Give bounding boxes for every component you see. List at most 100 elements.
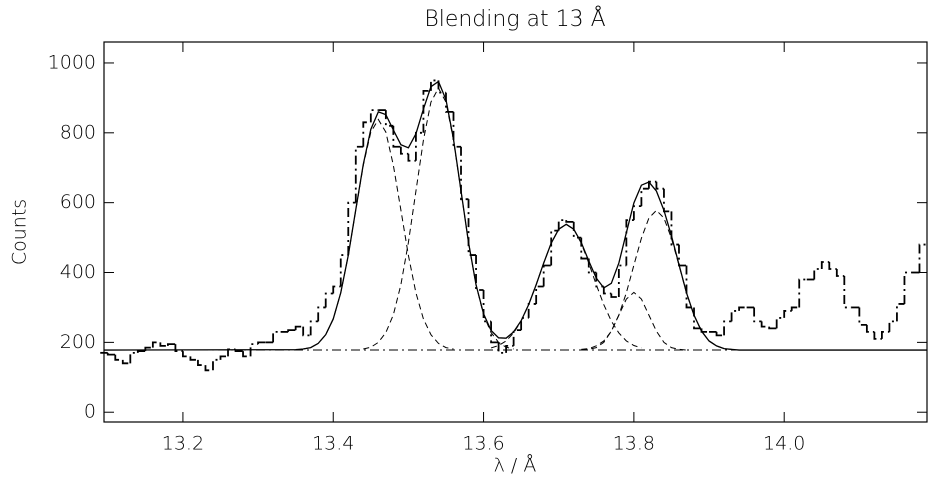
histogram-step: [505, 344, 514, 353]
histogram-step: [760, 321, 770, 328]
histogram-step: [783, 310, 792, 318]
histogram-step: [272, 330, 281, 343]
histogram-step: [490, 321, 499, 344]
histogram-step: [527, 303, 537, 318]
histogram-step: [858, 307, 867, 326]
histogram-step: [775, 317, 785, 329]
histogram-step: [189, 356, 198, 361]
x-axis-label: λ / Å: [494, 454, 537, 477]
histogram-step: [174, 344, 183, 352]
histogram-step: [354, 145, 364, 203]
histogram-step: [632, 205, 642, 221]
histogram-step: [347, 201, 356, 256]
histogram-step: [422, 89, 431, 133]
histogram-step: [332, 285, 341, 294]
histogram-step: [136, 350, 146, 353]
histogram-step: [106, 352, 116, 356]
histogram-step: [287, 329, 296, 332]
histogram-step: [550, 229, 559, 266]
histogram-step: [249, 343, 259, 357]
histogram-step: [903, 271, 912, 304]
histogram-step: [557, 219, 567, 231]
histogram-step: [835, 269, 845, 277]
histogram-step: [294, 325, 304, 331]
histogram-step: [678, 244, 687, 267]
histogram-step: [182, 351, 191, 358]
histogram-step: [881, 330, 890, 339]
chart-title: Blending at 13 Å: [424, 6, 605, 32]
histogram-step: [317, 306, 326, 322]
y-tick-label: 200: [60, 331, 96, 353]
histogram-step: [565, 220, 574, 223]
histogram-step: [399, 146, 409, 155]
histogram-step: [460, 146, 469, 201]
histogram-step: [151, 341, 161, 348]
y-tick-label: 800: [60, 121, 96, 143]
histogram-step: [324, 292, 334, 308]
component-curve: [490, 223, 642, 349]
histogram-step: [535, 285, 544, 304]
histogram-step: [918, 243, 927, 273]
histogram-step: [602, 286, 612, 295]
plot-frame: [103, 41, 928, 423]
histogram-step: [617, 264, 627, 297]
histogram-step: [610, 293, 619, 298]
y-axis-label: Counts: [9, 199, 31, 265]
histogram-step: [452, 111, 462, 148]
histogram-step: [587, 258, 597, 274]
histogram-step: [257, 341, 266, 345]
y-tick-label: 400: [60, 261, 96, 283]
histogram-step: [723, 320, 732, 336]
histogram-step: [813, 268, 822, 280]
x-tick-label: 14.0: [763, 433, 805, 455]
histogram-step: [873, 331, 882, 340]
histogram-step: [768, 326, 777, 330]
histogram-step: [302, 326, 311, 337]
histogram-step: [369, 109, 379, 123]
histogram-step: [663, 188, 672, 213]
x-tick-label: 13.2: [162, 433, 204, 455]
component-curve: [581, 209, 732, 350]
histogram-step: [715, 331, 725, 337]
histogram-step: [625, 219, 634, 266]
histogram-step: [309, 320, 319, 336]
component-curve: [303, 118, 454, 350]
histogram-step: [640, 187, 649, 207]
histogram-step: [580, 237, 589, 260]
histogram-step: [392, 125, 401, 148]
histogram-step: [242, 351, 251, 358]
histogram-step: [685, 265, 695, 309]
histogram-step: [219, 355, 229, 360]
histogram-step: [655, 181, 664, 190]
histogram-step: [520, 317, 529, 331]
histogram-step: [497, 342, 507, 354]
histogram-step: [204, 365, 213, 372]
y-tick-label: 600: [60, 191, 96, 213]
histogram-step: [542, 264, 552, 287]
fit-curve: [103, 80, 927, 351]
histogram-step: [475, 255, 484, 291]
histogram-step: [730, 310, 740, 322]
histogram-step: [843, 276, 852, 309]
component-curve: [363, 87, 514, 350]
histogram-step: [362, 121, 371, 147]
histogram-step: [415, 131, 424, 161]
y-tick-label: 0: [84, 401, 96, 423]
histogram-step: [738, 306, 747, 311]
histogram-step: [437, 80, 446, 94]
histogram-step: [828, 262, 837, 270]
histogram-step: [820, 261, 830, 270]
histogram-step: [865, 324, 875, 333]
histogram-step: [700, 328, 710, 333]
histogram-step: [121, 359, 131, 365]
histogram-step: [888, 320, 897, 332]
histogram-step: [212, 358, 221, 371]
histogram-step: [790, 306, 800, 311]
histogram-step: [166, 343, 176, 346]
histogram-step: [753, 307, 762, 323]
histogram-step: [896, 303, 905, 322]
histogram-step: [670, 211, 679, 246]
histogram-step: [197, 359, 206, 366]
x-tick-label: 13.8: [613, 433, 655, 455]
